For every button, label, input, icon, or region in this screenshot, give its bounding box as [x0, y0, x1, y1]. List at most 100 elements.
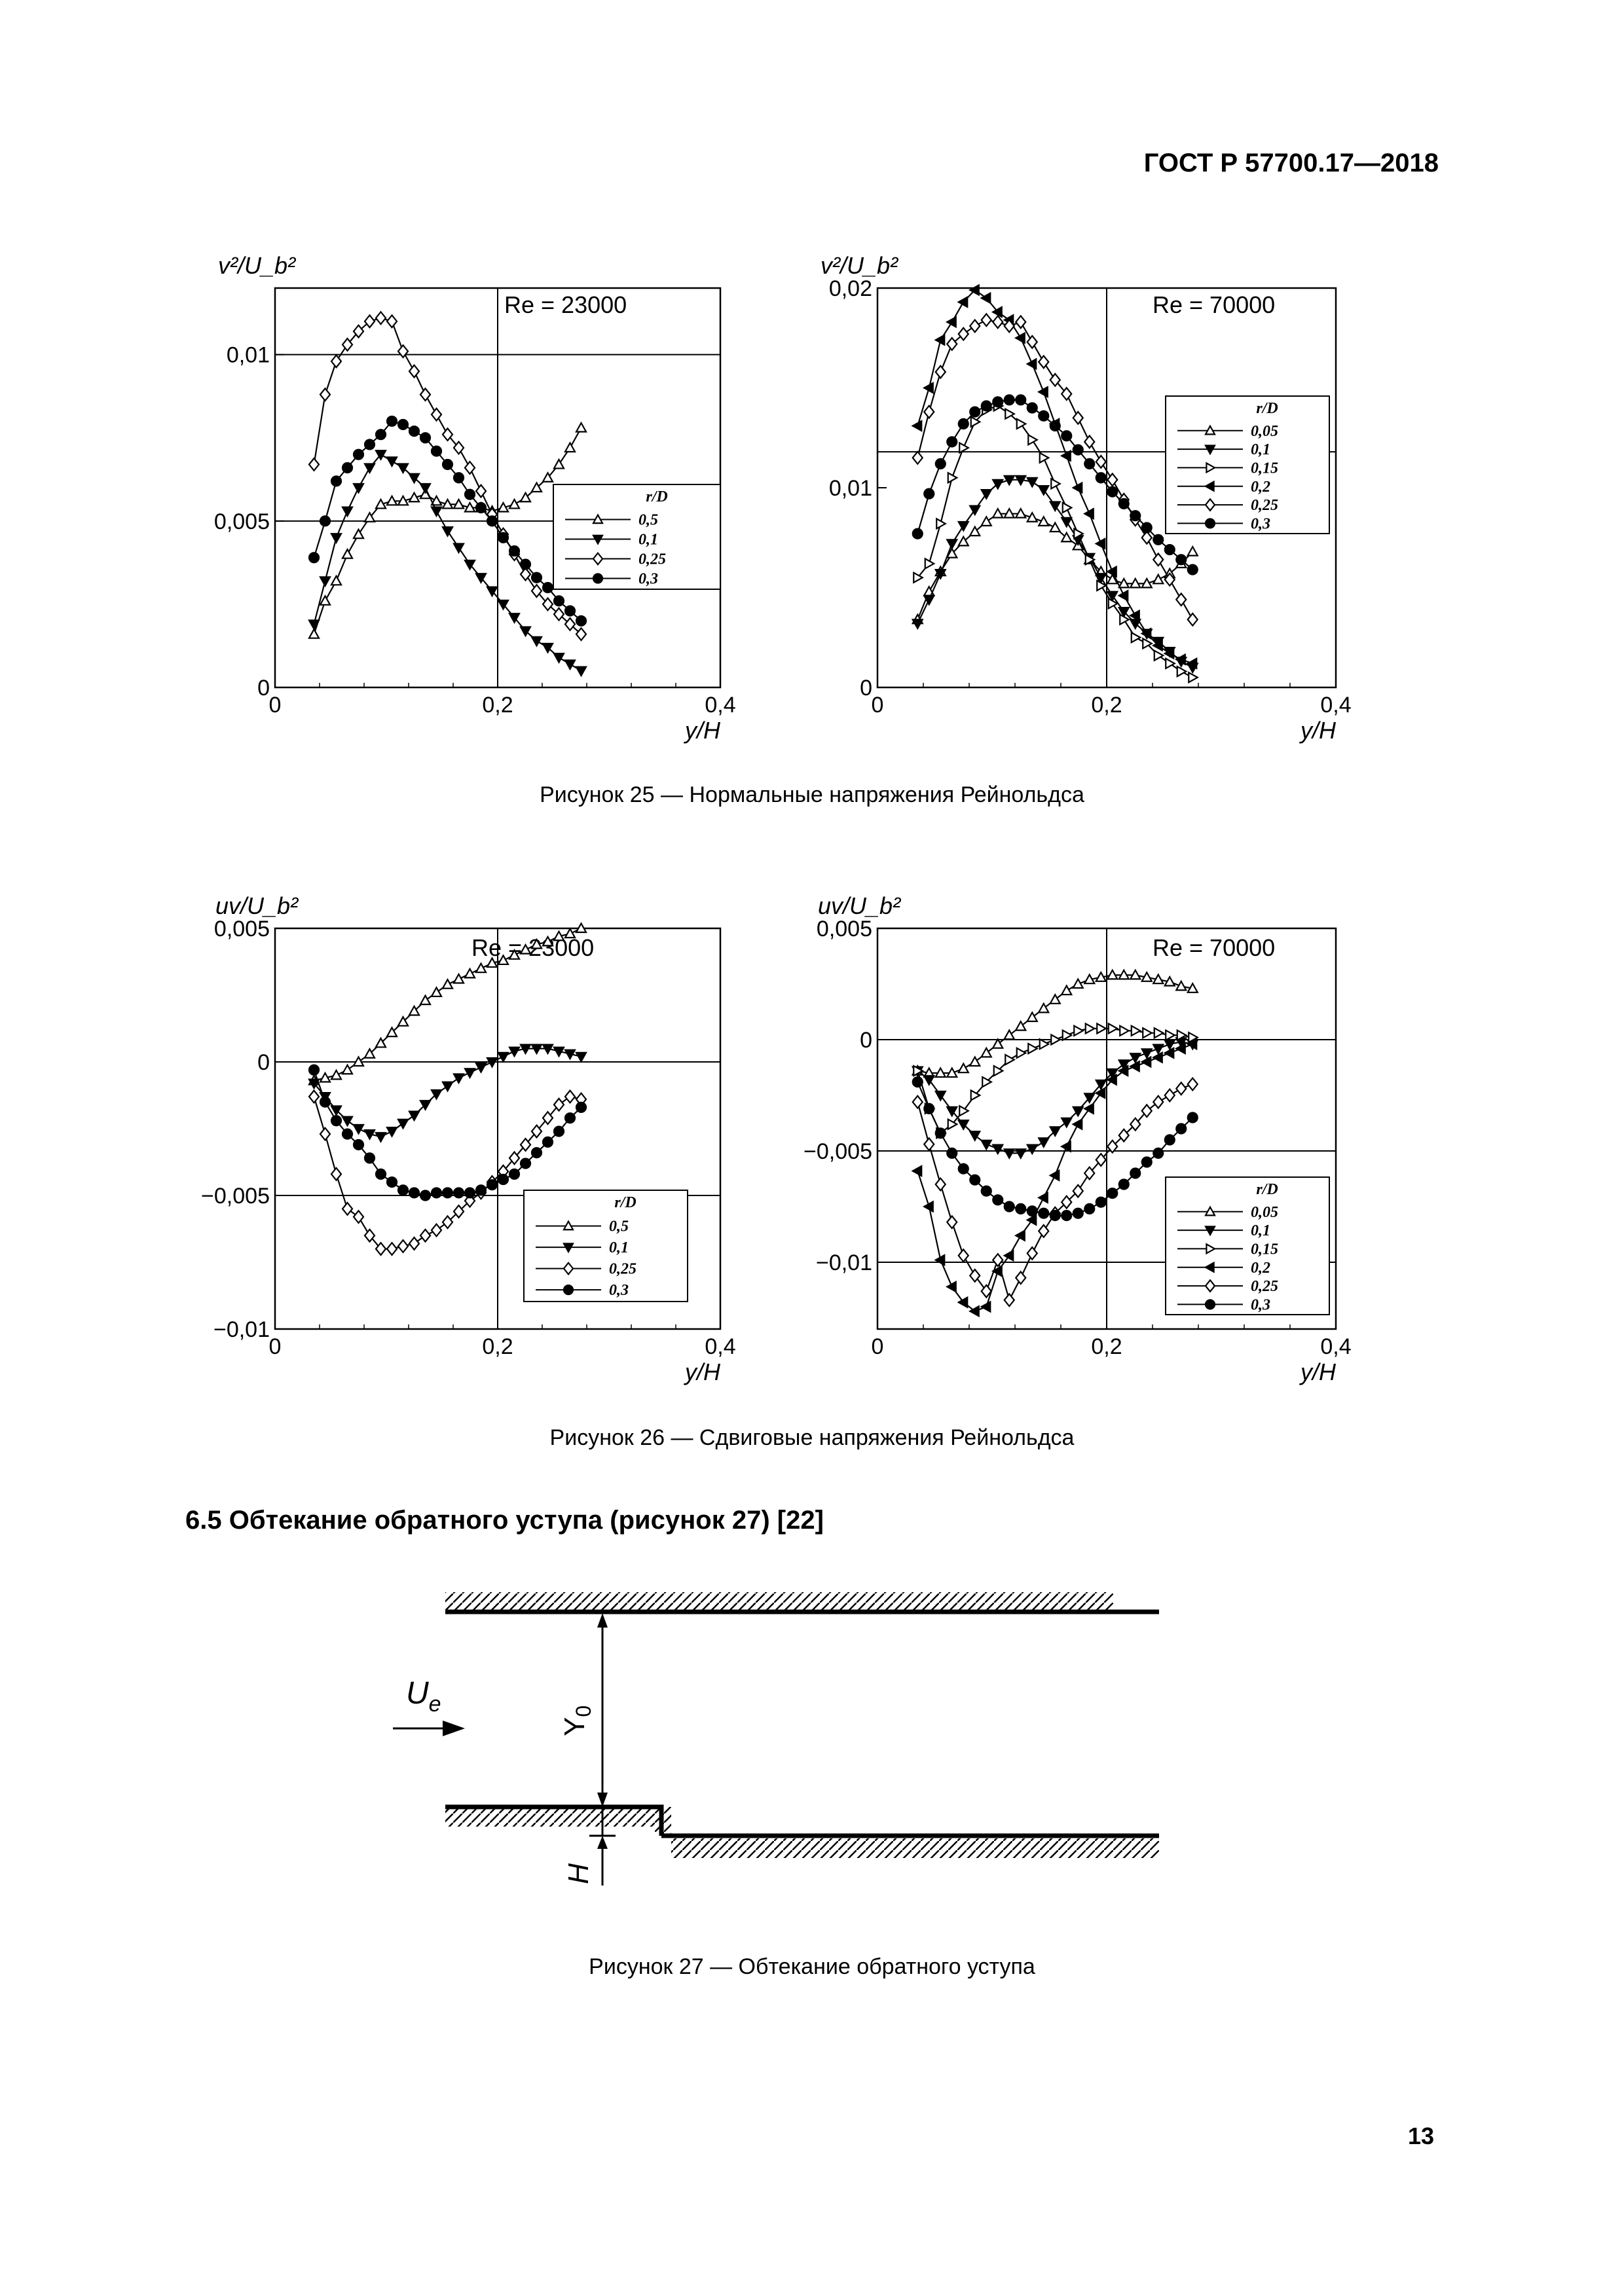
data-point: [1060, 386, 1073, 401]
data-point: [991, 1038, 1005, 1049]
legend-title: r/D: [646, 488, 667, 505]
data-point: [968, 1305, 980, 1318]
inlet-wall-hatching: [445, 1807, 655, 1827]
data-point: [330, 574, 342, 586]
flow-arrow-head: [443, 1721, 465, 1736]
data-point: [1014, 507, 1027, 519]
data-point: [363, 1129, 376, 1140]
data-point: [1071, 1106, 1084, 1118]
data-point: [1106, 1068, 1119, 1080]
data-point: [1083, 434, 1096, 449]
h-arrow-up: [597, 1836, 608, 1849]
data-point: [924, 557, 936, 570]
data-point: [553, 595, 565, 607]
data-point: [1025, 1144, 1039, 1156]
data-point: [1071, 977, 1084, 989]
data-point: [397, 1015, 409, 1027]
data-point: [363, 314, 376, 329]
data-point: [1048, 1169, 1060, 1182]
data-point: [452, 1073, 465, 1085]
data-point: [542, 935, 554, 947]
data-point: [1060, 531, 1073, 543]
data-point: [530, 938, 543, 949]
data-point: [1026, 1246, 1039, 1261]
data-point: [1083, 973, 1096, 985]
data-point: [1105, 1073, 1117, 1086]
data-point: [497, 954, 509, 966]
data-point: [530, 583, 543, 598]
data-point: [946, 1106, 959, 1118]
top-wall-hatching: [445, 1592, 1113, 1612]
series-1: [308, 450, 587, 678]
data-point: [1119, 1025, 1131, 1037]
data-point: [452, 1204, 465, 1219]
data-point: [386, 456, 398, 468]
data-point: [923, 404, 935, 420]
legend-box: [553, 484, 721, 590]
data-point: [464, 501, 476, 513]
data-point: [1095, 1196, 1107, 1208]
data-point: [980, 1300, 991, 1313]
x-axis-label: y/H: [1299, 717, 1337, 744]
x-axis-label: y/H: [683, 717, 721, 744]
y-axis-label: v²/U_b²: [218, 252, 297, 279]
data-point: [1014, 1019, 1027, 1031]
data-point: [946, 547, 959, 558]
data-point: [397, 494, 409, 506]
data-point: [1060, 1140, 1071, 1153]
data-point: [1152, 973, 1165, 985]
data-point: [1061, 1209, 1073, 1222]
data-point: [441, 498, 454, 509]
legend-box: [1165, 395, 1330, 534]
fig25a-svg: 0 0,2 0,4 0 0,005 0,01 v²/U_b² y/H Re = 23000 r/D…: [214, 252, 736, 744]
data-point: [519, 567, 532, 582]
legend-marker: [563, 1262, 574, 1276]
data-point: [542, 596, 554, 612]
legend-label: 0,3: [1251, 1296, 1270, 1313]
data-point: [946, 539, 959, 551]
data-point: [308, 1064, 320, 1076]
y-tick-label: 0: [257, 676, 270, 701]
data-point: [1152, 573, 1165, 585]
data-point: [486, 515, 498, 527]
data-point: [1130, 631, 1142, 644]
y-tick-label: −0,005: [201, 1184, 270, 1209]
data-point: [419, 1100, 432, 1112]
data-point: [1037, 1192, 1048, 1204]
x-tick-label: 0,4: [705, 1334, 735, 1359]
data-point: [575, 1051, 587, 1063]
data-point: [486, 1179, 498, 1191]
data-point: [1141, 1156, 1153, 1168]
series-1: [911, 1037, 1199, 1160]
data-point: [1117, 1059, 1130, 1071]
data-point: [441, 427, 454, 442]
data-point: [430, 407, 443, 422]
data-point: [308, 619, 320, 631]
series-2: [913, 399, 1200, 684]
data-point: [959, 441, 970, 454]
data-point: [542, 1136, 554, 1148]
data-point: [969, 1174, 981, 1186]
data-point: [993, 1065, 1005, 1077]
data-point: [508, 1168, 521, 1180]
data-point: [330, 1105, 342, 1117]
downstream-wall-hatching: [671, 1838, 1159, 1858]
data-point: [934, 458, 946, 469]
backward-step-diagram: Ue Y0 H: [380, 1584, 1179, 1912]
data-point: [980, 291, 991, 304]
data-point: [1060, 1195, 1073, 1210]
data-point: [1129, 577, 1142, 589]
data-point: [934, 1090, 947, 1102]
data-point: [969, 1131, 982, 1142]
data-point: [946, 436, 958, 448]
data-point: [530, 1044, 543, 1055]
data-point: [1095, 454, 1107, 469]
data-point: [1049, 1209, 1061, 1222]
x-tick-label: 0: [269, 693, 282, 718]
series-0: [911, 968, 1199, 1078]
data-point: [1128, 609, 1140, 622]
data-point: [1141, 1103, 1153, 1118]
data-point: [519, 626, 532, 638]
data-point: [419, 483, 432, 494]
data-point: [1026, 335, 1039, 350]
